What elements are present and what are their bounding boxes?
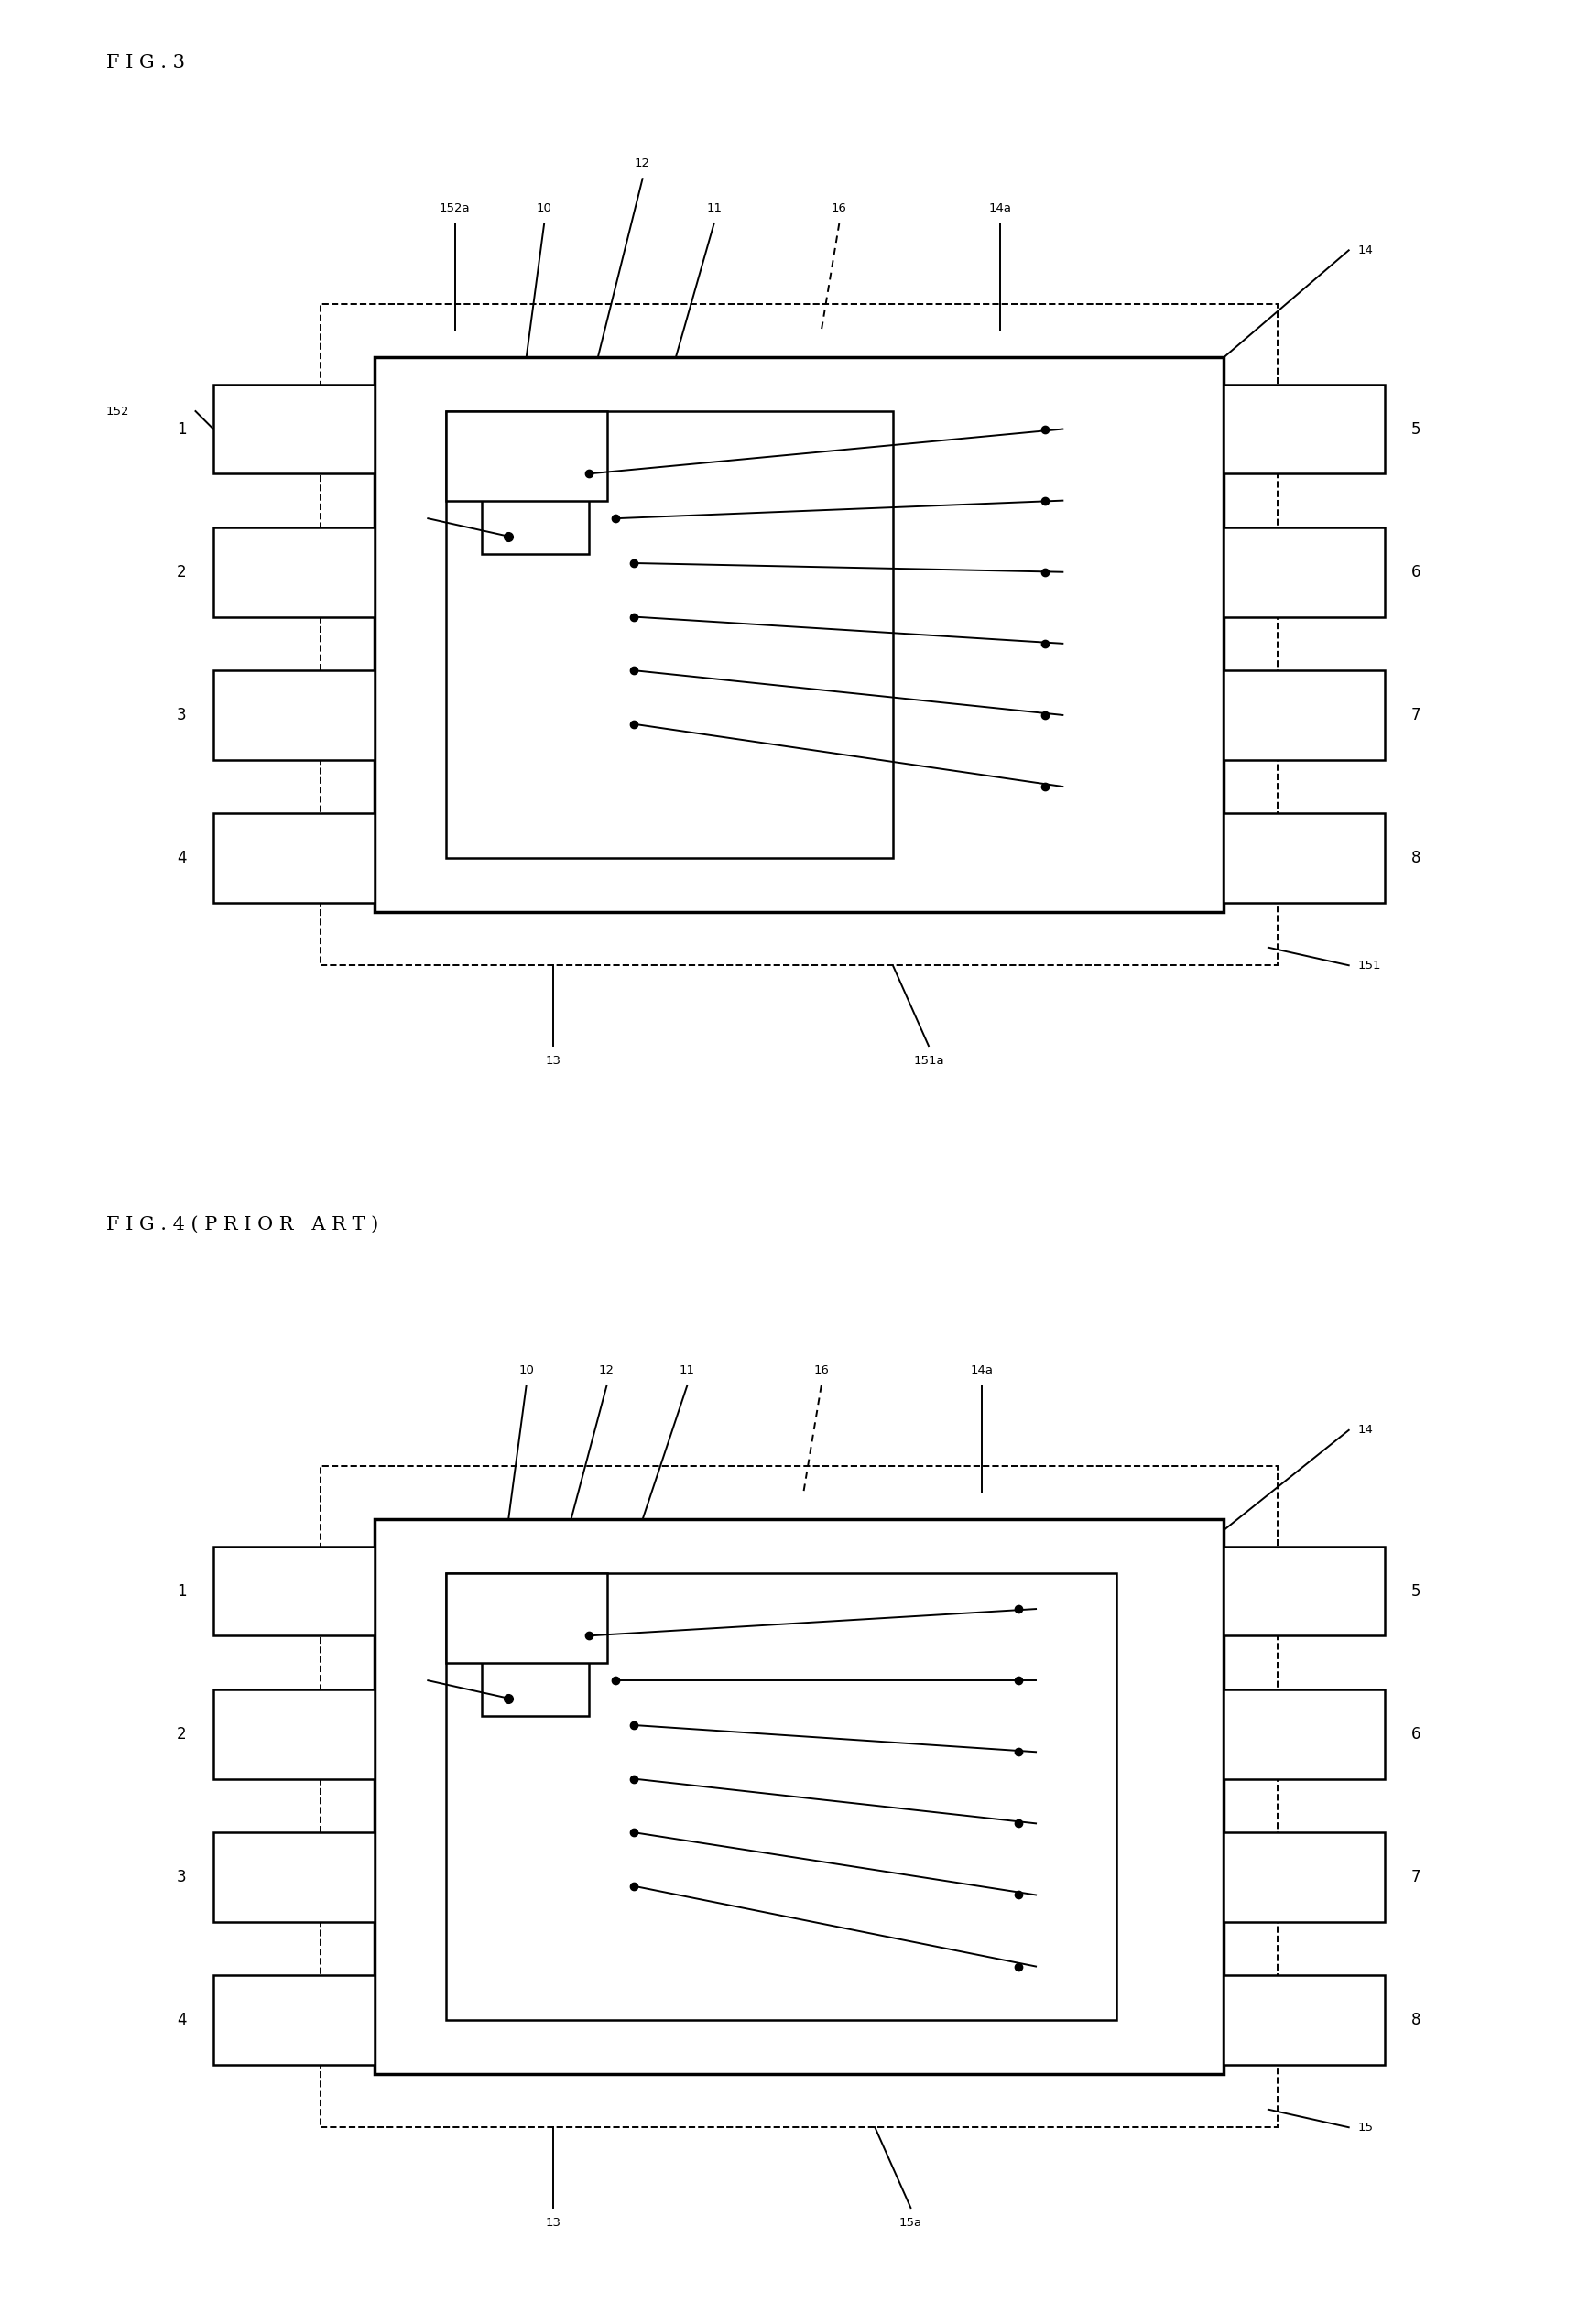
Text: 4: 4 [176,2013,186,2029]
Bar [1224,813,1384,902]
Text: 7: 7 [1411,706,1421,723]
Text: 11: 11 [706,202,721,214]
Text: 152: 152 [106,404,129,416]
Text: 2: 2 [176,1727,186,1743]
Bar [447,1573,607,1662]
Bar [447,411,607,500]
Text: 13: 13 [545,2217,561,2229]
Text: 3: 3 [176,1868,186,1885]
Bar [1224,528,1384,616]
Text: 2: 2 [176,565,186,581]
Text: 5: 5 [1411,1583,1421,1599]
Text: 13: 13 [545,1055,561,1067]
Text: 7: 7 [1411,1868,1421,1885]
Text: 10: 10 [518,1364,534,1376]
Text: 14a: 14a [971,1364,993,1376]
Text: 14: 14 [1357,1425,1373,1436]
Bar [1224,1831,1384,1922]
Text: 8: 8 [1411,2013,1421,2029]
Text: F I G . 3: F I G . 3 [106,53,184,72]
Text: 12: 12 [634,158,650,170]
Bar [375,1520,1224,2073]
Text: 14a: 14a [988,202,1012,214]
Text: 3: 3 [176,706,186,723]
Bar [447,411,893,858]
Bar [481,1608,590,1715]
Bar [321,1466,1278,2126]
Text: 10: 10 [537,202,551,214]
Text: 6: 6 [1411,1727,1421,1743]
Text: 14: 14 [1357,244,1373,256]
Bar [321,304,1278,964]
Text: 15a: 15a [899,2217,922,2229]
Text: 4: 4 [176,851,186,867]
Bar [213,1690,375,1778]
Bar [1224,669,1384,760]
Bar [1224,1690,1384,1778]
Bar [213,1545,375,1636]
Text: 16: 16 [814,1364,829,1376]
Bar [213,813,375,902]
Text: 16: 16 [831,202,847,214]
Bar [447,1573,1117,2020]
Text: F I G . 4 ( P R I O R   A R T ): F I G . 4 ( P R I O R A R T ) [106,1215,378,1234]
Bar [213,1975,375,2064]
Text: 152a: 152a [440,202,470,214]
Text: 11: 11 [680,1364,694,1376]
Text: 6: 6 [1411,565,1421,581]
Bar [1224,1975,1384,2064]
Bar [213,669,375,760]
Bar [1224,1545,1384,1636]
Text: 151a: 151a [914,1055,944,1067]
Bar [1224,383,1384,474]
Text: 1: 1 [176,1583,186,1599]
Bar [481,446,590,553]
Text: 151: 151 [1357,960,1381,971]
Text: 15: 15 [1357,2122,1373,2133]
Text: 8: 8 [1411,851,1421,867]
Text: 5: 5 [1411,421,1421,437]
Text: 12: 12 [599,1364,615,1376]
Bar [375,358,1224,911]
Bar [213,383,375,474]
Bar [213,1831,375,1922]
Text: 1: 1 [176,421,186,437]
Bar [213,528,375,616]
